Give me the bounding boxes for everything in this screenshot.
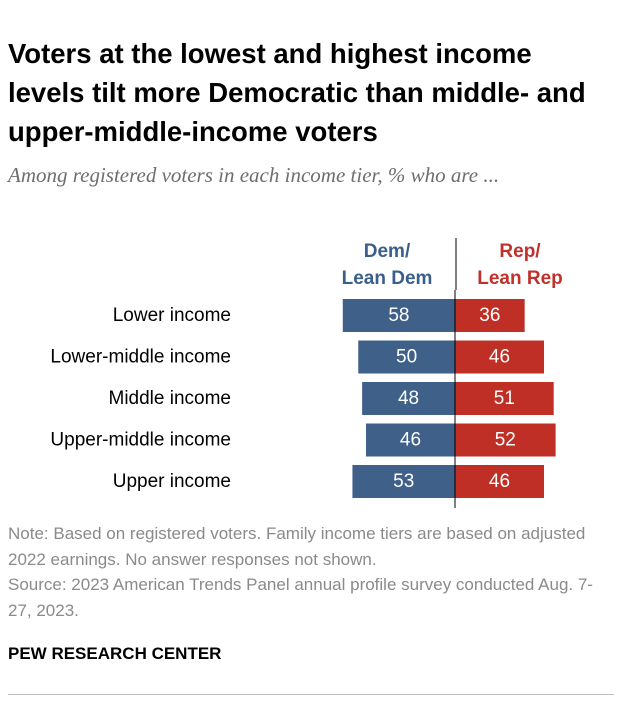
brand-logo-text: PEW RESEARCH CENTER <box>8 644 222 663</box>
chart-notes: Note: Based on registered voters. Family… <box>8 521 614 623</box>
bar-dem-lower-middle-income <box>358 340 455 374</box>
legend-dem-line-2: Lean Dem <box>341 268 433 289</box>
bar-rep-lower-income <box>455 299 525 332</box>
value-label-dem-middle-income: 48 <box>398 388 419 409</box>
bar-dem-middle-income <box>362 382 455 415</box>
chart-subtitle: Among registered voters in each income t… <box>8 163 500 187</box>
divider-top-extension <box>455 238 456 290</box>
value-label-rep-lower-income: 36 <box>479 305 500 326</box>
bar-rep-upper-income <box>455 465 545 498</box>
value-label-dem-lower-middle-income: 50 <box>396 347 417 368</box>
legend-rep-line-2: Lean Rep <box>477 268 563 289</box>
category-label-lower-middle-income: Lower-middle income <box>50 347 231 368</box>
category-label-middle-income: Middle income <box>109 388 232 409</box>
bar-dem-upper-income <box>352 465 455 498</box>
value-label-rep-middle-income: 51 <box>494 388 515 409</box>
bar-rep-upper-middle-income <box>455 423 556 457</box>
chart-title: Voters at the lowest and highest income … <box>8 38 586 147</box>
category-label-lower-income: Lower income <box>113 305 231 326</box>
bar-dem-lower-income <box>342 299 455 332</box>
value-label-dem-lower-income: 58 <box>388 305 409 326</box>
value-label-rep-upper-middle-income: 52 <box>495 430 516 451</box>
value-label-rep-lower-middle-income: 46 <box>489 347 510 368</box>
bottom-rule <box>8 694 614 695</box>
source-text: Source: 2023 American Trends Panel annua… <box>8 575 593 620</box>
value-label-dem-upper-middle-income: 46 <box>400 430 421 451</box>
note-text: Note: Based on registered voters. Family… <box>8 524 586 569</box>
legend-dem: Dem/ Lean Dem <box>317 238 457 292</box>
bar-dem-upper-middle-income <box>365 423 455 457</box>
bar-rep-middle-income <box>455 382 554 415</box>
bar-rep-lower-middle-income <box>455 340 545 374</box>
legend-rep-line-1: Rep/ <box>499 241 541 262</box>
legend-dem-line-1: Dem/ <box>363 241 411 262</box>
diverging-bar-chart: Lower income 58 36 Lower-middle income 50 46 M… <box>50 290 556 508</box>
value-label-dem-upper-income: 53 <box>393 471 414 492</box>
category-label-upper-income: Upper income <box>113 471 231 492</box>
category-label-upper-middle-income: Upper-middle income <box>50 430 231 451</box>
legend-rep: Rep/ Lean Rep <box>456 238 584 292</box>
value-label-rep-upper-income: 46 <box>489 471 510 492</box>
